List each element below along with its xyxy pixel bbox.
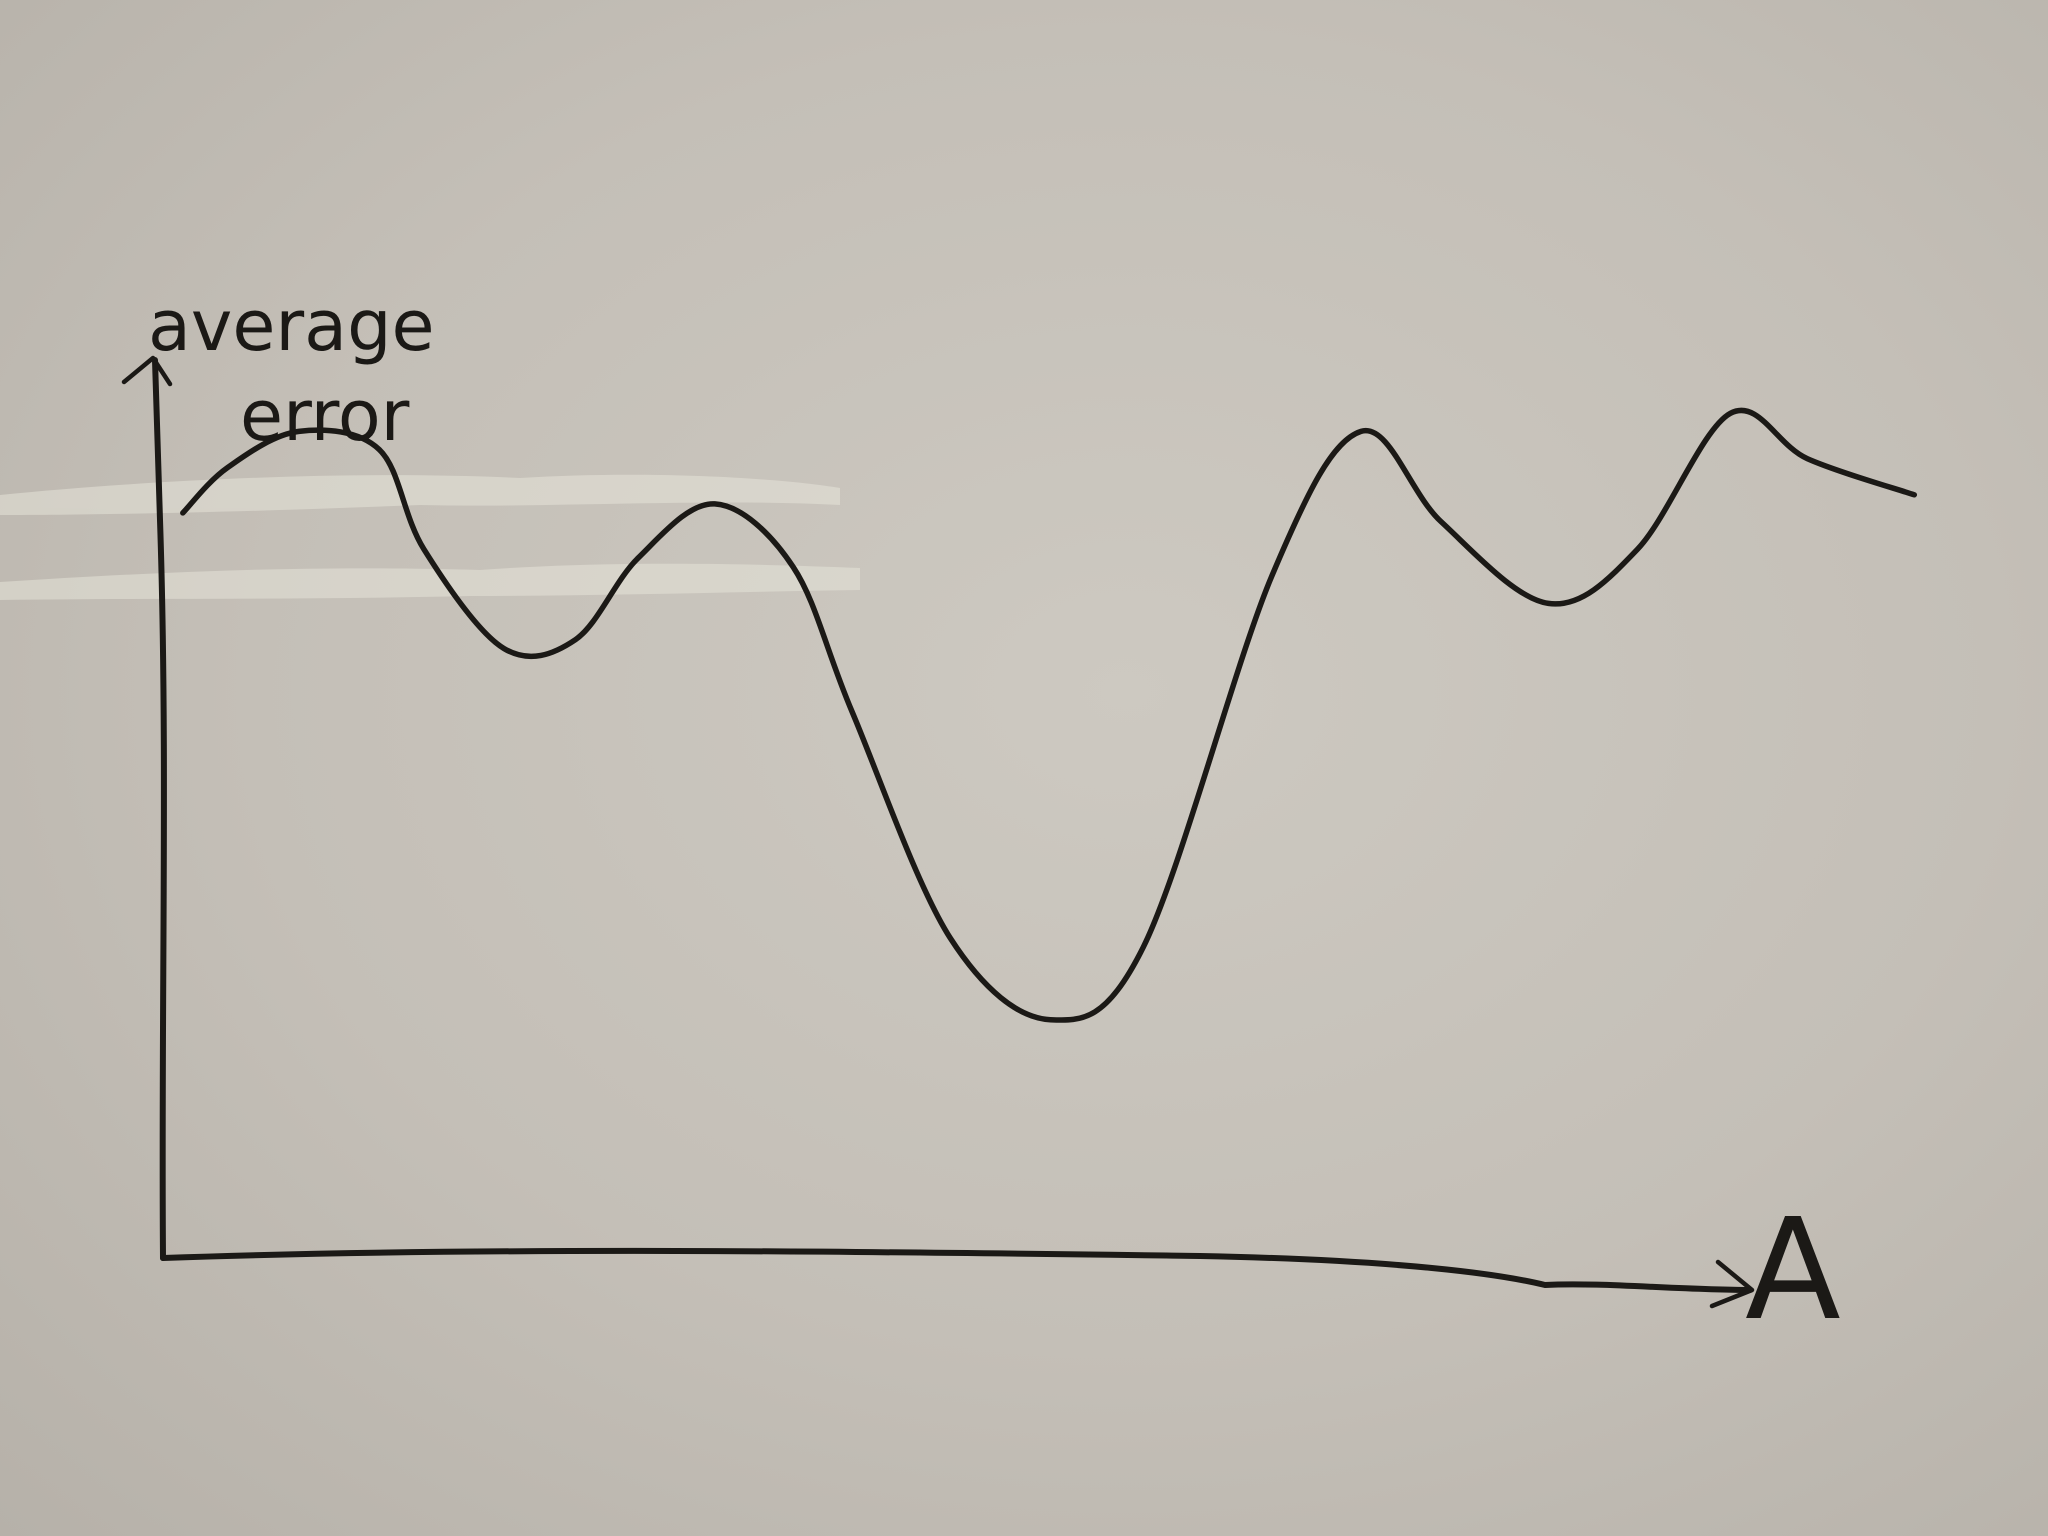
y-axis-label: average	[148, 285, 435, 367]
y-axis-line	[152, 357, 167, 1261]
series-line-0	[180, 407, 1918, 1023]
axes	[121, 355, 1755, 1309]
eraser-smudge	[0, 474, 840, 515]
series-group	[180, 407, 1918, 1023]
x-axis-arrowhead	[1709, 1259, 1755, 1309]
eraser-smudges	[0, 474, 860, 600]
y-axis-label-line-2: error	[240, 375, 410, 457]
eraser-smudge	[0, 563, 860, 600]
x-axis-label: A	[1745, 1189, 1841, 1352]
y-axis-arrowhead	[121, 355, 173, 387]
labels: average error A	[148, 285, 1841, 1352]
x-axis-line	[160, 1247, 1753, 1293]
